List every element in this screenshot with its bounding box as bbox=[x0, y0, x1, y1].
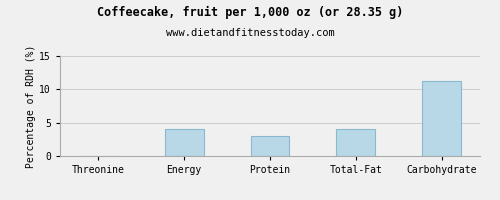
Text: www.dietandfitnesstoday.com: www.dietandfitnesstoday.com bbox=[166, 28, 334, 38]
Bar bbox=[250, 136, 290, 156]
Bar bbox=[165, 129, 203, 156]
Bar bbox=[422, 81, 461, 156]
Y-axis label: Percentage of RDH (%): Percentage of RDH (%) bbox=[26, 44, 36, 168]
Text: Coffeecake, fruit per 1,000 oz (or 28.35 g): Coffeecake, fruit per 1,000 oz (or 28.35… bbox=[97, 6, 403, 19]
Bar bbox=[336, 129, 375, 156]
